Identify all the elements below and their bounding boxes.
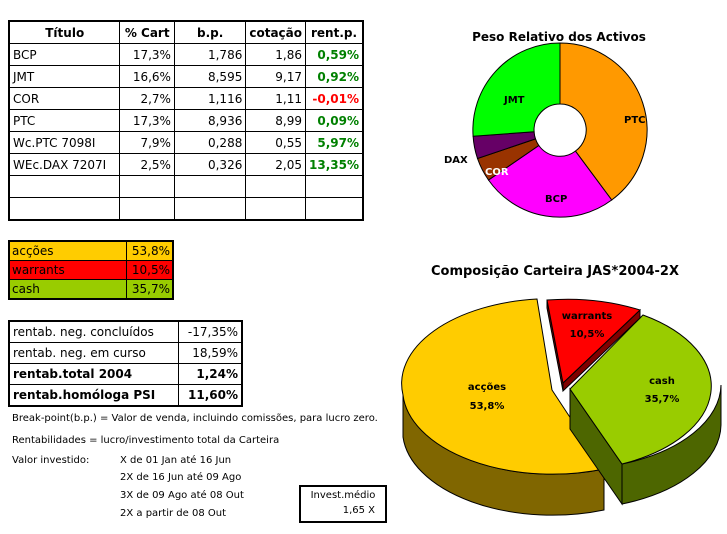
- returns-row: rentab. neg. concluídos -17,35%: [8, 320, 243, 343]
- label-cash: cash: [649, 376, 675, 387]
- value-accoes: 53,8%: [470, 401, 505, 412]
- header-cart: % Cart: [119, 20, 175, 44]
- cell-cart: 7,9%: [119, 131, 175, 154]
- table-row: COR 2,7% 1,116 1,11 -0,01%: [8, 87, 364, 110]
- invest-medio-label: Invest.médio: [310, 490, 376, 501]
- cell-cart: 16,6%: [119, 65, 175, 88]
- cell-titulo: WEc.DAX 7207I: [8, 153, 121, 176]
- cell-bp: 8,595: [173, 65, 247, 88]
- returns-value: 11,60%: [178, 384, 243, 407]
- returns-value: 18,59%: [178, 342, 243, 364]
- alloc-value: 53,8%: [126, 240, 174, 261]
- alloc-label: acções: [8, 240, 127, 261]
- holdings-table: Título % Cart b.p. cotação rent.p. BCP 1…: [8, 20, 364, 221]
- label-jmt: JMT: [503, 95, 525, 106]
- invest-medio-value: 1,65 X: [342, 505, 375, 516]
- returns-value: 1,24%: [178, 363, 243, 385]
- alloc-label: warrants: [8, 260, 127, 280]
- alloc-row-cash: cash 35,7%: [8, 279, 174, 300]
- breakpoint-note: Break-point(b.p.) = Valor de venda, incl…: [12, 413, 378, 424]
- period-item: 2X de 16 Jun até 09 Ago: [120, 472, 242, 483]
- empty-row: [8, 175, 364, 198]
- cell-titulo: JMT: [8, 65, 121, 88]
- header-cotacao: cotação: [245, 20, 307, 44]
- cell-titulo: PTC: [8, 109, 121, 132]
- returns-row: rentab.homóloga PSI 11,60%: [8, 384, 243, 407]
- header-bp: b.p.: [173, 20, 247, 44]
- cell-bp: 0,326: [173, 153, 247, 176]
- alloc-row-accoes: acções 53,8%: [8, 240, 174, 261]
- cell-cotacao: 2,05: [245, 153, 307, 176]
- valor-investido-label: Valor investido:: [12, 455, 90, 466]
- cell-titulo: Wc.PTC 7098I: [8, 131, 121, 154]
- returns-label: rentab.total 2004: [8, 363, 179, 385]
- returns-table: rentab. neg. concluídos -17,35% rentab. …: [8, 320, 243, 407]
- slice-bcp: [487, 144, 613, 218]
- cell-titulo: COR: [8, 87, 121, 110]
- pie-title: Composição Carteira JAS*2004-2X: [431, 264, 679, 279]
- cell-cotacao: 1,11: [245, 87, 307, 110]
- empty-row: [8, 197, 364, 221]
- doughnut-title: Peso Relativo dos Activos: [472, 30, 646, 44]
- table-row: Wc.PTC 7098I 7,9% 0,288 0,55 5,97%: [8, 131, 364, 154]
- slice-jmt: [472, 42, 561, 137]
- cell-bp: 1,116: [173, 87, 247, 110]
- value-warrants: 10,5%: [570, 329, 605, 340]
- cell-titulo: BCP: [8, 43, 121, 66]
- label-dax: DAX: [444, 155, 468, 166]
- cell-bp: 1,786: [173, 43, 247, 66]
- cell-cart: 17,3%: [119, 43, 175, 66]
- cell-cotacao: 0,55: [245, 131, 307, 154]
- alloc-value: 10,5%: [126, 260, 174, 280]
- cell-rent: 5,97%: [305, 131, 364, 154]
- table-row: JMT 16,6% 8,595 9,17 0,92%: [8, 65, 364, 88]
- cell-cart: 17,3%: [119, 109, 175, 132]
- cell-rent: 0,09%: [305, 109, 364, 132]
- doughnut-chart: Peso Relativo dos Activos PTC BCP COR DA…: [444, 30, 648, 218]
- cell-rent: 0,92%: [305, 65, 364, 88]
- cell-rent: -0,01%: [305, 87, 364, 110]
- slice-cash: [569, 314, 712, 465]
- label-cor: COR: [485, 167, 509, 178]
- cell-bp: 8,936: [173, 109, 247, 132]
- slice-accoes: [401, 298, 605, 475]
- table-row: PTC 17,3% 8,936 8,99 0,09%: [8, 109, 364, 132]
- cell-cotacao: 1,86: [245, 43, 307, 66]
- header-titulo: Título: [8, 20, 121, 44]
- holdings-header-row: Título % Cart b.p. cotação rent.p.: [8, 20, 364, 44]
- period-item: 3X de 09 Ago até 08 Out: [120, 490, 244, 501]
- alloc-row-warrants: warrants 10,5%: [8, 260, 174, 280]
- returns-value: -17,35%: [178, 320, 243, 343]
- cell-rent: 0,59%: [305, 43, 364, 66]
- invest-medio-box: Invest.médio 1,65 X: [299, 485, 387, 523]
- label-warrants: warrants: [562, 311, 612, 322]
- returns-row: rentab.total 2004 1,24%: [8, 363, 243, 385]
- returns-row: rentab. neg. em curso 18,59%: [8, 342, 243, 364]
- slice-ptc: [559, 42, 648, 201]
- slice-warrants: [546, 298, 641, 384]
- alloc-label: cash: [8, 279, 127, 300]
- label-accoes: acções: [468, 382, 506, 393]
- returns-label: rentab. neg. em curso: [8, 342, 179, 364]
- cell-bp: 0,288: [173, 131, 247, 154]
- returns-label: rentab.homóloga PSI: [8, 384, 179, 407]
- cell-cotacao: 9,17: [245, 65, 307, 88]
- cell-cart: 2,5%: [119, 153, 175, 176]
- value-cash: 35,7%: [645, 394, 680, 405]
- table-row: BCP 17,3% 1,786 1,86 0,59%: [8, 43, 364, 66]
- allocation-table: acções 53,8% warrants 10,5% cash 35,7%: [8, 240, 174, 300]
- pie-3d-chart: Composição Carteira JAS*2004-2X acções 5…: [401, 264, 722, 516]
- period-item: X de 01 Jan até 16 Jun: [120, 455, 232, 466]
- rentabilidades-note: Rentabilidades = lucro/investimento tota…: [12, 435, 280, 446]
- cell-rent: 13,35%: [305, 153, 364, 176]
- returns-label: rentab. neg. concluídos: [8, 320, 179, 343]
- label-bcp: BCP: [545, 194, 567, 205]
- label-ptc: PTC: [624, 115, 646, 126]
- period-item: 2X a partir de 08 Out: [120, 508, 226, 519]
- cell-cotacao: 8,99: [245, 109, 307, 132]
- cell-cart: 2,7%: [119, 87, 175, 110]
- alloc-value: 35,7%: [126, 279, 174, 300]
- header-rent: rent.p.: [305, 20, 364, 44]
- table-row: WEc.DAX 7207I 2,5% 0,326 2,05 13,35%: [8, 153, 364, 176]
